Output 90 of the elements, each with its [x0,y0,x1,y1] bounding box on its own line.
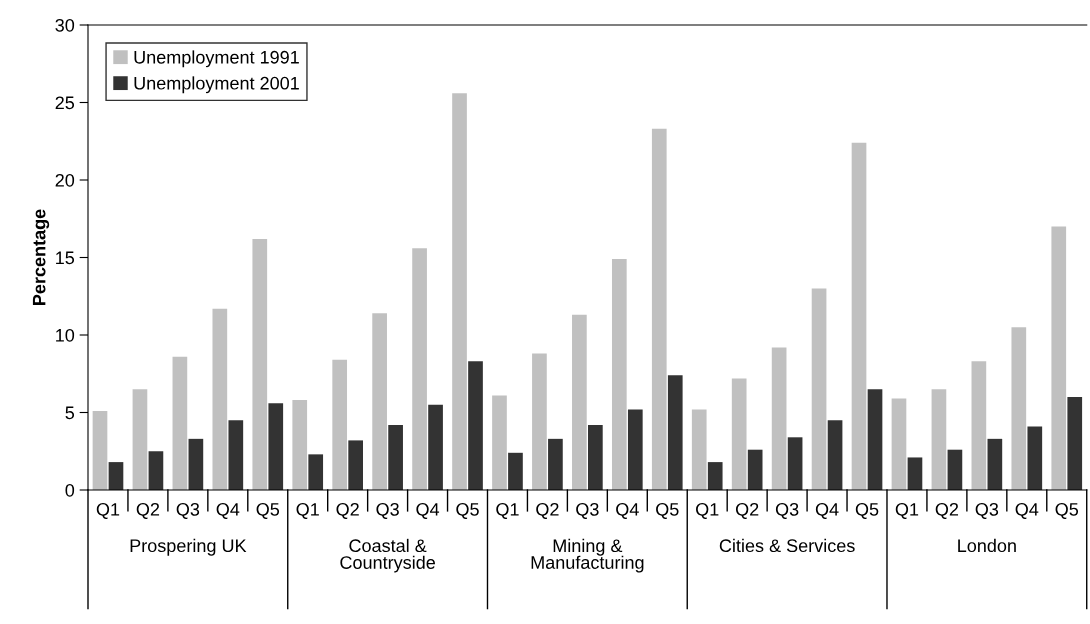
x-tick-label: Q1 [496,502,519,519]
bar [92,410,108,490]
x-tick-label: Q5 [256,502,280,519]
legend-label: Unemployment 1991 [134,50,299,68]
bar [532,353,547,490]
x-tick-label: Q5 [855,502,879,519]
bar [851,142,867,490]
bar [691,409,707,490]
bar [468,361,483,490]
x-tick-label: Q2 [136,502,160,519]
bar [771,347,787,490]
y-tick-label: 0 [65,483,75,497]
bar [308,454,324,490]
x-tick-label: Q3 [376,502,399,519]
bar [132,389,148,490]
bar [811,288,827,490]
x-tick-label: Q3 [775,502,799,519]
bar [707,462,723,490]
bar [252,238,268,490]
x-tick-label: Q3 [576,502,599,519]
y-tick-label: 25 [55,96,75,110]
x-tick-label: Q2 [735,502,759,519]
x-tick-label: Q1 [895,502,919,519]
x-tick-label: Q1 [96,502,120,519]
bar [188,438,204,490]
bar [1067,397,1083,490]
text: London [958,538,1016,553]
bar [667,375,683,490]
bar [148,451,164,490]
x-tick-label: Q1 [696,502,719,519]
bar [651,128,667,490]
y-tick-label: 5 [65,406,75,420]
x-tick-label: Q3 [975,502,999,519]
bar [452,93,467,490]
bar [332,359,348,490]
x-tick-label: Q2 [935,502,959,519]
bar [492,395,507,490]
y-tick-label: 10 [56,328,75,342]
bar [548,438,563,490]
x-tick-label: Q5 [456,502,479,519]
y-tick-label: 20 [55,173,75,187]
text: Prospering UK [130,538,247,556]
x-tick-label: Q3 [176,502,200,519]
y-tick-label: 30 [55,18,75,32]
x-tick-label: Q4 [616,502,639,519]
bar [627,409,643,490]
bar [947,449,963,490]
x-tick-label: Q4 [416,502,440,519]
x-tick-label: Q5 [656,502,679,519]
bar [508,452,523,490]
x-tick-label: Q4 [1015,502,1039,519]
x-tick-label: Q2 [536,502,559,519]
bar [572,314,587,490]
bar [1051,226,1067,490]
bar [867,389,883,490]
bar [971,361,987,490]
bar [212,308,228,490]
bar [827,420,843,490]
bar [372,313,387,490]
x-tick-label: Q1 [296,502,319,519]
bar [611,259,627,490]
x-tick-label: Q2 [336,502,359,519]
bar [907,457,923,490]
bar [388,424,403,490]
bar [891,398,907,490]
bar [172,356,188,490]
x-tick-label: Q4 [815,502,839,519]
bar [731,378,747,490]
x-tick-label: Q5 [1055,502,1079,519]
bar [747,449,763,490]
bar [987,438,1003,490]
bar [292,400,308,490]
bar [787,437,803,490]
bar [1027,426,1043,490]
bar [108,462,124,490]
bar [268,403,284,490]
bar [931,389,947,490]
text: Mining & Manufacturing [531,538,644,573]
bar [228,420,244,490]
y-axis-title: Percentage [32,209,50,305]
y-tick-label: 15 [56,251,75,265]
text: Cities & Services [719,538,855,553]
bar [1011,327,1027,490]
bar [412,248,427,490]
x-tick-label: Q4 [216,502,240,519]
text: Coastal & Countryside [340,538,435,573]
bar [588,424,603,490]
legend-label: Unemployment 2001 [134,76,299,94]
bar [348,440,364,490]
bar [428,404,443,490]
